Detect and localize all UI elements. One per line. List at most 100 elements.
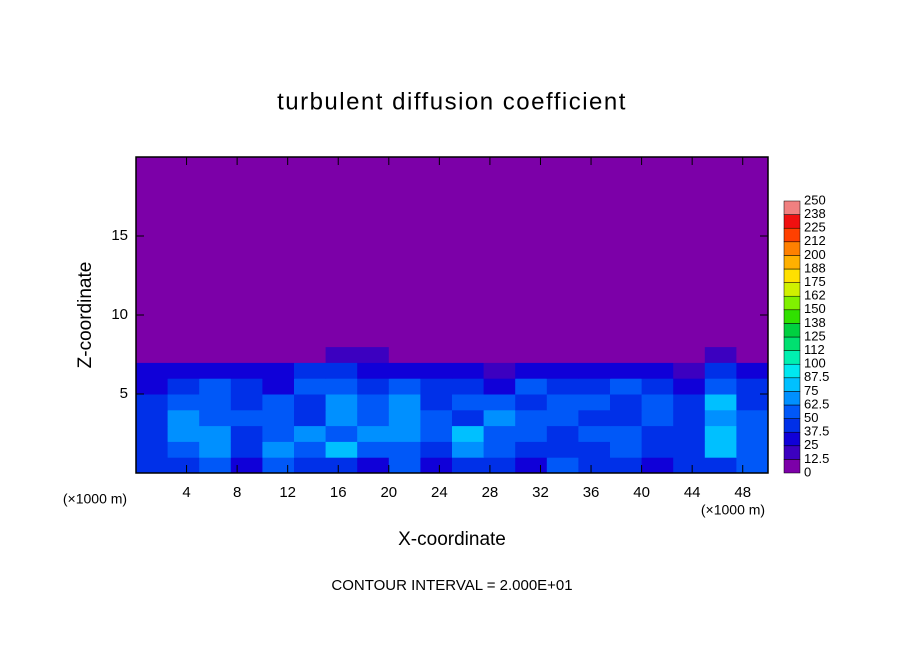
cell [483, 157, 516, 348]
cell [641, 441, 674, 458]
cell [357, 409, 390, 427]
cell [230, 346, 263, 363]
cell [515, 157, 548, 348]
cell [136, 457, 169, 474]
colorbar-label: 87.5 [804, 369, 829, 384]
cell [199, 378, 232, 395]
cell [736, 425, 769, 442]
cell [420, 425, 453, 442]
cell [294, 425, 327, 442]
cell [262, 457, 295, 474]
colorbar-box [783, 200, 801, 215]
cell [704, 457, 737, 474]
cell [483, 441, 516, 458]
colorbar-box [783, 363, 801, 379]
cell [610, 409, 643, 427]
cell [420, 441, 453, 458]
cell [167, 362, 200, 379]
cell [546, 346, 579, 363]
colorbar-box [783, 309, 801, 324]
cell [452, 346, 485, 363]
cell [452, 378, 485, 395]
colorbar-label: 200 [804, 247, 826, 262]
colorbar-box [783, 255, 801, 270]
cell [641, 346, 674, 363]
cell [641, 394, 674, 411]
cell [610, 457, 643, 474]
cell [262, 441, 295, 458]
cell [483, 394, 516, 411]
cell [167, 378, 200, 395]
cell [167, 346, 200, 363]
cell [704, 409, 737, 427]
cell [641, 157, 674, 348]
cell [230, 409, 263, 427]
cell [483, 362, 516, 379]
colorbar-label: 100 [804, 356, 826, 371]
cell [515, 394, 548, 411]
cell [388, 425, 421, 442]
cell [704, 362, 737, 379]
cell [262, 346, 295, 363]
x-tick-label: 48 [734, 484, 751, 501]
cell [357, 157, 390, 348]
x-tick-label: 24 [431, 484, 448, 501]
cell [136, 378, 169, 395]
cell [704, 378, 737, 395]
cell [704, 346, 737, 363]
cell [515, 346, 548, 363]
colorbar-box [783, 241, 801, 256]
cell [167, 425, 200, 442]
cell [199, 346, 232, 363]
cell [357, 457, 390, 474]
x-tick-label: 20 [380, 484, 397, 501]
cell [515, 409, 548, 427]
colorbar-box [783, 418, 801, 433]
cell [325, 378, 358, 395]
cell [357, 425, 390, 442]
x-unit-label: (×1000 m) [63, 491, 127, 507]
colorbar-label: 62.5 [804, 396, 829, 411]
cell [357, 441, 390, 458]
cell [736, 457, 769, 474]
cell [452, 425, 485, 442]
cell [357, 346, 390, 363]
cell [546, 362, 579, 379]
x-tick-label: 44 [684, 484, 701, 501]
cell [230, 441, 263, 458]
cell [641, 362, 674, 379]
cell [230, 362, 263, 379]
cell [452, 457, 485, 474]
cell [673, 425, 706, 442]
cell [388, 409, 421, 427]
cell [199, 457, 232, 474]
colorbar-label: 150 [804, 301, 826, 316]
cell [736, 378, 769, 395]
cell [578, 346, 611, 363]
colorbar-label: 37.5 [804, 424, 829, 439]
cell [167, 441, 200, 458]
cell [325, 457, 358, 474]
colorbar-box [783, 404, 801, 419]
cell [294, 346, 327, 363]
colorbar-label: 162 [804, 288, 826, 303]
cell [388, 362, 421, 379]
cell [452, 409, 485, 427]
cell [420, 157, 453, 348]
cell [515, 378, 548, 395]
colorbar-label: 238 [804, 206, 826, 221]
colorbar-label: 175 [804, 274, 826, 289]
cell [325, 425, 358, 442]
x-tick-label: 16 [330, 484, 347, 501]
cell [610, 394, 643, 411]
cell [546, 441, 579, 458]
footnote: CONTOUR INTERVAL = 2.000E+01 [331, 577, 572, 594]
cell [136, 409, 169, 427]
cell [515, 441, 548, 458]
cell [262, 157, 295, 348]
cell [578, 362, 611, 379]
x-tick-label: 28 [482, 484, 499, 501]
colorbar-box [783, 295, 801, 311]
cell [483, 378, 516, 395]
cell [578, 378, 611, 395]
